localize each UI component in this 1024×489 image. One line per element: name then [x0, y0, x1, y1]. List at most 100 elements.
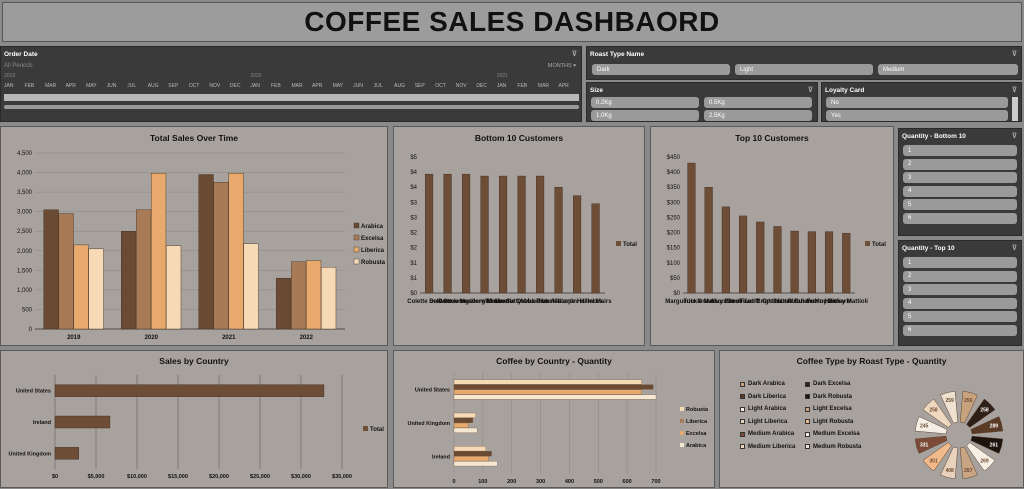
months-label: MONTHS	[547, 63, 572, 69]
quantity-option[interactable]: 4	[903, 185, 1017, 197]
timeline-month[interactable]: AUG	[394, 83, 406, 89]
bar	[228, 173, 244, 330]
timeline-month[interactable]: AUG	[147, 83, 159, 89]
x-tick-label: Merrile Cobbledick	[495, 299, 549, 305]
quantity-option[interactable]: 5	[903, 311, 1017, 322]
bar	[453, 394, 657, 400]
timeline-month[interactable]: SEP	[168, 83, 179, 89]
timeline-month[interactable]: MAR	[45, 83, 57, 89]
timeline-month[interactable]: FEB	[270, 83, 281, 89]
quantity-option[interactable]: 3	[903, 172, 1017, 183]
timeline-month[interactable]: OCT	[435, 83, 446, 89]
order-date-slicer[interactable]: Order Date ⊽ All Periods MONTHS ▾ 2019 202…	[0, 46, 582, 122]
timeline-month[interactable]: FEB	[517, 83, 528, 89]
size-option-0-2kg[interactable]: 0.2Kg	[591, 97, 699, 108]
timeline-month[interactable]: DEC	[476, 83, 487, 89]
size-option-2-5kg[interactable]: 2.5Kg	[704, 110, 812, 121]
timeline-month[interactable]: MAR	[537, 83, 550, 89]
y-tick-label: $400	[667, 170, 681, 176]
roast-medium-option[interactable]: Medium	[878, 64, 1018, 75]
bar	[306, 260, 322, 330]
y-tick-label: United Kingdom	[408, 421, 451, 427]
x-tick-label: 2021	[222, 335, 236, 341]
timeline-year: 2021	[496, 73, 508, 79]
loyalty-yes-option[interactable]: Yes	[826, 110, 1008, 121]
quantity-option[interactable]: 4	[903, 297, 1017, 309]
quantity-option[interactable]: 3	[903, 284, 1017, 295]
legend-swatch	[680, 443, 684, 447]
x-tick-label: $20,000	[209, 474, 229, 480]
loyalty-no-option[interactable]: No	[826, 97, 1008, 108]
quantity-option[interactable]: 5	[903, 199, 1017, 210]
timeline-year: 2019	[4, 73, 16, 79]
x-tick-label: Violante Hallmore	[552, 299, 603, 305]
size-option-1-0kg[interactable]: 1.0Kg	[591, 110, 699, 121]
legend-label: Arabica	[361, 224, 384, 230]
qty-top-slicer: Quantity - Top 10 ⊽ 1 2 3 4 5 6	[898, 240, 1022, 346]
timeline-month[interactable]: JAN	[4, 83, 14, 89]
quantity-option[interactable]: 6	[903, 324, 1017, 336]
y-tick-label: United States	[415, 388, 450, 394]
timeline-month[interactable]: NOV	[455, 83, 467, 89]
x-tick-label: Hillel Mairs	[580, 299, 612, 305]
timeline-month[interactable]: DEC	[229, 83, 241, 89]
top-customers-chart: $0 $50 $100 $150 $200 $250 $300 $350 $400 $450 Mar…	[665, 155, 886, 305]
data-label: 261	[990, 442, 999, 448]
period-level-dropdown[interactable]: MONTHS ▾	[547, 63, 576, 69]
roast-dark-option[interactable]: Dark	[592, 64, 730, 75]
timeline-scrollbar[interactable]	[4, 105, 579, 109]
size-option-0-5kg[interactable]: 0.5Kg	[704, 97, 812, 108]
timeline-month[interactable]: JAN	[496, 83, 507, 89]
clear-filter-icon[interactable]: ⊽	[571, 51, 577, 58]
timeline-month[interactable]: JUN	[353, 83, 363, 89]
timeline-bar[interactable]	[4, 94, 579, 101]
timeline-month[interactable]: MAY	[332, 83, 344, 89]
pie-slice	[940, 390, 959, 424]
legend-swatch	[805, 444, 810, 449]
x-tick-label: Abba Pummell	[519, 299, 561, 305]
timeline-month[interactable]: JUL	[373, 83, 383, 89]
timeline-months: JAN FEB MAR APR MAY JUN JUL AUG SEP OCT NOV DEC JAN F…	[1, 83, 581, 91]
bar	[554, 186, 563, 294]
bottom-customers-panel: Bottom 10 Customers $0 $1 $1 $2 $2 $3 $3 $4 $4 $5…	[393, 126, 645, 346]
x-tick-label: 200	[507, 479, 516, 485]
sales-by-country-panel: Sales by Country $0 $5,000 $10,000 $15,000 $…	[0, 350, 388, 488]
legend-swatch	[680, 431, 684, 435]
timeline-month[interactable]: JUN	[106, 83, 117, 89]
quantity-option[interactable]: 1	[903, 257, 1017, 268]
clear-filter-icon[interactable]: ⊽	[1011, 51, 1017, 58]
quantity-option[interactable]: 1	[903, 145, 1017, 156]
timeline-month[interactable]: JAN	[250, 83, 260, 89]
legend-item: Medium Excelsa	[805, 431, 860, 437]
top-customers-panel: Top 10 Customers $0 $50 $100 $150 $200 $250 $3…	[650, 126, 894, 346]
timeline-month[interactable]: APR	[312, 83, 323, 89]
timeline-month[interactable]: FEB	[24, 83, 35, 89]
x-tick-label: 400	[565, 479, 574, 485]
legend-swatch	[865, 241, 870, 246]
timeline-month[interactable]: MAY	[86, 83, 97, 89]
roast-light-option[interactable]: Light	[735, 64, 873, 75]
timeline-month[interactable]: SEP	[414, 83, 425, 89]
timeline-month[interactable]: APR	[65, 83, 76, 89]
timeline-month[interactable]: OCT	[188, 83, 200, 89]
y-tick-label: $3	[410, 215, 417, 221]
timeline-month[interactable]: JUL	[127, 83, 137, 89]
timeline-month[interactable]: APR	[558, 83, 569, 89]
bar	[453, 451, 492, 457]
loyalty-scrollbar[interactable]	[1012, 97, 1018, 121]
y-tick-label: United Kingdom	[9, 451, 52, 457]
timeline-month[interactable]: NOV	[209, 83, 221, 89]
x-tick-label: $5,000	[88, 474, 105, 480]
bar	[453, 412, 476, 418]
quantity-option[interactable]: 2	[903, 270, 1017, 282]
clear-filter-icon[interactable]: ⊽	[807, 87, 813, 94]
clear-filter-icon[interactable]: ⊽	[1011, 87, 1017, 94]
quantity-option[interactable]: 6	[903, 212, 1017, 224]
timeline-month[interactable]: MAR	[291, 83, 303, 89]
quantity-option[interactable]: 2	[903, 158, 1017, 170]
x-tick-label: $10,000	[127, 474, 147, 480]
bottom-customers-chart: $0 $1 $1 $2 $2 $3 $3 $4 $4 $5 Colette DrewettSole …	[407, 155, 637, 305]
bar	[807, 231, 816, 294]
clear-filter-icon[interactable]: ⊽	[1011, 133, 1017, 140]
clear-filter-icon[interactable]: ⊽	[1011, 245, 1017, 252]
